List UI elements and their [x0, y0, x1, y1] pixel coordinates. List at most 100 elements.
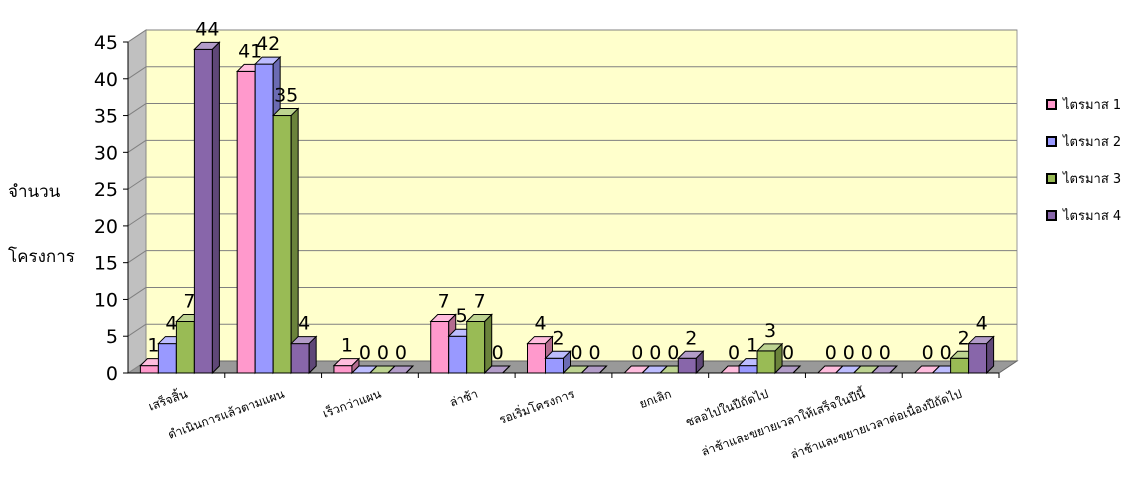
y-tick-label: 35	[94, 106, 118, 128]
legend-item-q1: ไตรมาส 1	[1046, 86, 1121, 123]
data-label: 44	[195, 18, 219, 40]
data-label: 35	[274, 85, 298, 107]
bar-side	[792, 365, 801, 374]
bar-side	[986, 335, 995, 375]
data-label: 0	[649, 342, 661, 364]
bar-side	[502, 365, 511, 374]
bar	[756, 350, 776, 374]
gridline-slant	[127, 287, 147, 300]
bar	[466, 321, 486, 374]
bar	[157, 343, 177, 374]
legend-label-q2: ไตรมาส 2	[1063, 135, 1122, 150]
data-label: 0	[922, 342, 934, 364]
y-tick-label: 30	[94, 142, 118, 164]
bar-side	[405, 365, 414, 374]
bar	[950, 357, 970, 374]
data-label: 0	[879, 342, 891, 364]
data-label: 0	[667, 342, 679, 364]
legend-item-q2: ไตรมาส 2	[1046, 123, 1121, 160]
bar-side	[290, 107, 299, 375]
gridline-slant	[127, 66, 147, 80]
category-label: ยกเลิก	[637, 387, 673, 411]
bar	[677, 357, 697, 374]
data-label: 4	[298, 313, 310, 335]
category-label: ล่าช้า	[448, 387, 480, 410]
data-label: 7	[438, 291, 450, 313]
data-label: 0	[570, 342, 582, 364]
data-label: 1	[147, 335, 159, 357]
data-label: 1	[341, 335, 353, 357]
bar	[290, 343, 310, 374]
bar	[968, 343, 988, 374]
category-label: ล่าช้าและขยายเวลาต่อเนื่องปีถัดไป	[788, 385, 964, 462]
data-label: 7	[183, 291, 195, 313]
data-label: 0	[843, 342, 855, 364]
y-axis-label-line1: จำนวน	[8, 182, 61, 202]
bar-side	[599, 365, 607, 374]
data-label: 0	[940, 342, 952, 364]
data-label: 7	[474, 291, 486, 313]
data-label: 42	[256, 33, 280, 55]
bar	[254, 63, 274, 374]
bar	[175, 321, 195, 374]
legend-item-q3: ไตรมาส 3	[1046, 160, 1121, 197]
data-label: 0	[631, 342, 643, 364]
bar-side	[211, 41, 220, 375]
gridline-slant	[127, 213, 147, 227]
y-tick-label: 20	[94, 216, 118, 238]
data-label: 0	[728, 342, 740, 364]
y-tick-label: 10	[94, 289, 118, 311]
bar	[448, 335, 468, 374]
data-label: 0	[782, 342, 794, 364]
data-label: 2	[958, 327, 970, 349]
bar	[272, 115, 292, 374]
y-tick-label: 15	[94, 253, 118, 275]
bar-side	[308, 335, 317, 375]
data-label: 2	[685, 327, 697, 349]
y-tick-label: 40	[94, 69, 118, 91]
bar	[545, 357, 564, 374]
category-label: ล่าช้าและขยายเวลาให้เสร็จในปีนี้	[699, 385, 868, 459]
category-label: เสร็จสิ้น	[146, 385, 189, 414]
y-tick-label: 25	[94, 179, 118, 201]
category-label: ชลอไปในปีถัดไป	[684, 387, 770, 430]
data-label: 0	[588, 342, 600, 364]
legend-label-q3: ไตรมาส 3	[1063, 172, 1122, 187]
y-tick-label: 45	[94, 32, 118, 54]
bar-side	[484, 313, 493, 375]
bar	[139, 365, 159, 374]
data-label: 4	[165, 313, 177, 335]
gridline-slant	[127, 176, 147, 190]
y-axis-label-line2: โครงการ	[8, 247, 75, 267]
category-label: เร็วกว่าแผน	[321, 386, 383, 421]
gridline-slant	[127, 139, 147, 153]
category-label: รอเริ่มโครงการ	[496, 385, 577, 427]
legend-item-q4: ไตรมาส 4	[1046, 197, 1121, 234]
gridline-slant	[127, 250, 147, 264]
gridline-slant	[127, 103, 147, 116]
bar	[333, 365, 353, 374]
gridline-slant	[127, 323, 147, 337]
legend-label-q1: ไตรมาส 1	[1063, 98, 1122, 113]
plot-side-wall	[127, 29, 147, 374]
legend-swatch-q1	[1046, 99, 1057, 110]
bar	[738, 365, 758, 374]
data-label: 0	[395, 342, 407, 364]
data-label: 0	[861, 342, 873, 364]
data-label: 41	[238, 40, 262, 62]
legend-swatch-q4	[1046, 210, 1057, 221]
gridline-slant	[127, 29, 147, 43]
data-label: 0	[825, 342, 837, 364]
data-label: 4	[534, 313, 546, 335]
data-label: 0	[492, 342, 504, 364]
data-label: 0	[359, 342, 371, 364]
bar	[430, 321, 450, 374]
data-label: 2	[552, 327, 564, 349]
data-label: 5	[456, 305, 468, 327]
data-label: 1	[746, 335, 758, 357]
bar	[193, 48, 213, 374]
bar-side	[889, 365, 898, 374]
data-label: 0	[377, 342, 389, 364]
bar	[236, 70, 256, 374]
